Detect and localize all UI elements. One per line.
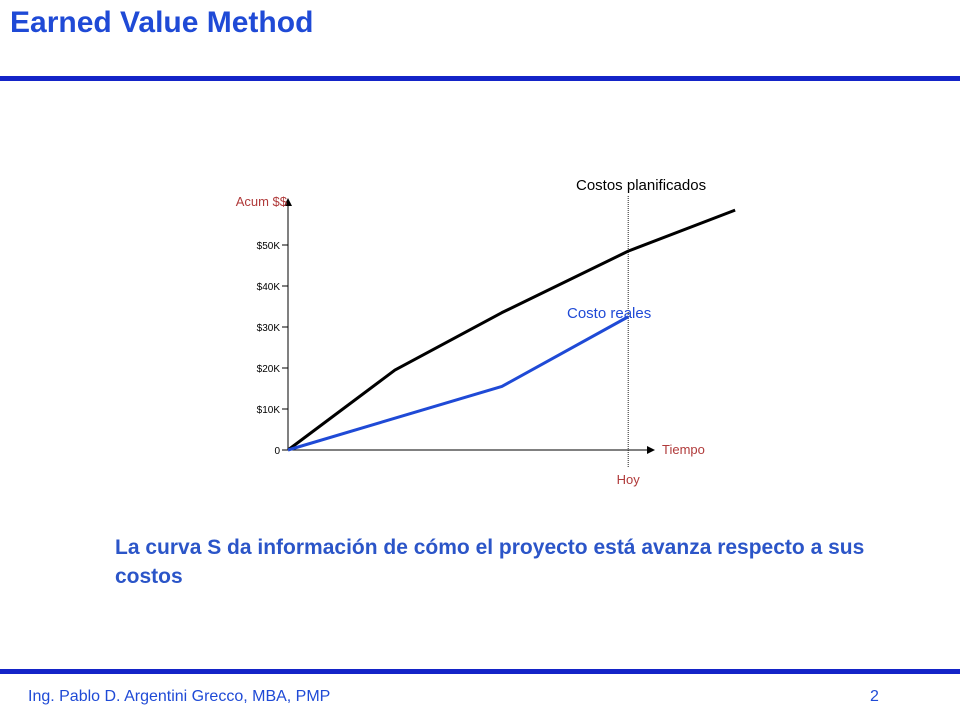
x-axis-label: Tiempo	[662, 442, 705, 457]
top-rule	[0, 76, 960, 81]
series-line-costo-reales	[287, 315, 629, 452]
y-tick-label: $40K	[257, 282, 281, 293]
y-tick-label: $30K	[257, 323, 281, 334]
y-tick-label: $50K	[257, 241, 281, 252]
y-axis-arrowhead	[284, 198, 292, 206]
today-label: Hoy	[617, 472, 641, 487]
y-tick-label: $10K	[257, 405, 281, 416]
page-number: 2	[870, 688, 879, 705]
series-layer	[287, 208, 736, 452]
legend-costos-planificados: Costos planificados	[576, 177, 706, 194]
legend-costo-reales: Costo reales	[567, 305, 651, 322]
y-tick-label: $20K	[257, 364, 281, 375]
y-tick-label: 0	[274, 446, 280, 457]
slide-title: Earned Value Method	[10, 6, 314, 39]
series-line-costos-planificados	[287, 208, 736, 452]
y-axis-ticks: 0 $10K $20K $30K $40K $50K	[257, 241, 288, 457]
x-axis-arrowhead	[647, 446, 655, 454]
bottom-rule	[0, 669, 960, 674]
slide-caption: La curva S da información de cómo el pro…	[115, 536, 865, 588]
footer-author: Ing. Pablo D. Argentini Grecco, MBA, PMP	[28, 688, 331, 705]
y-axis-label: Acum $$	[236, 194, 288, 209]
